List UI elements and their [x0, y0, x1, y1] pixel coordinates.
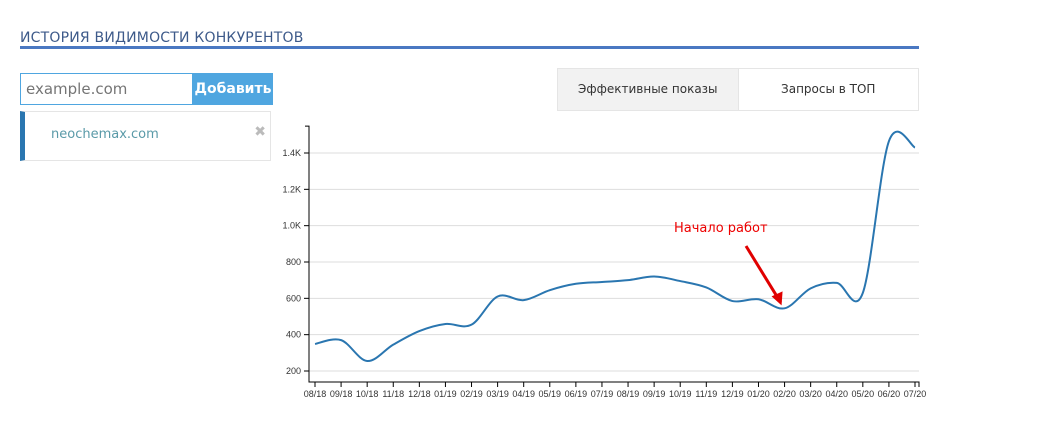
x-tick-label: 07/19 — [591, 389, 614, 399]
y-tick-label: 1.0K — [282, 221, 301, 231]
x-tick-label: 02/19 — [460, 389, 483, 399]
arrowhead-icon — [771, 291, 783, 306]
x-tick-label: 12/18 — [408, 389, 431, 399]
tab-top-queries[interactable]: Запросы в ТОП — [781, 82, 876, 96]
title-divider — [20, 46, 919, 49]
x-tick-label: 03/19 — [486, 389, 509, 399]
y-tick-label: 1.2K — [282, 184, 301, 194]
close-x-icon[interactable]: ✖ — [254, 124, 266, 140]
x-tick-label: 01/19 — [434, 389, 457, 399]
x-tick-label: 05/19 — [539, 389, 562, 399]
series-line — [314, 130, 916, 363]
x-tick-label: 09/18 — [330, 389, 353, 399]
domain-input[interactable] — [20, 73, 193, 105]
x-tick-label: 10/18 — [356, 389, 379, 399]
x-tick-label: 08/18 — [304, 389, 327, 399]
y-tick-label: 800 — [286, 257, 301, 267]
x-tick-label: 06/19 — [565, 389, 588, 399]
x-tick-label: 02/20 — [773, 389, 796, 399]
x-tick-label: 08/19 — [617, 389, 640, 399]
x-tick-label: 04/20 — [825, 389, 848, 399]
axes — [305, 125, 920, 387]
x-tick-label: 03/20 — [799, 389, 822, 399]
annotation-label: Начало работ — [674, 221, 768, 236]
x-tick-label: 07/20 — [904, 389, 927, 399]
metric-tabs: Эффективные показы Запросы в ТОП — [557, 68, 919, 111]
y-tick-label: 600 — [286, 293, 301, 303]
x-tick-label: 09/19 — [643, 389, 666, 399]
tab-effective-impressions[interactable]: Эффективные показы — [558, 69, 739, 110]
annotation-arrow — [744, 245, 782, 304]
x-tick-label: 10/19 — [669, 389, 692, 399]
section-title: ИСТОРИЯ ВИДИМОСТИ КОНКУРЕНТОВ — [20, 30, 304, 46]
x-tick-label: 11/19 — [695, 389, 717, 399]
competitor-domain: neochemax.com — [51, 127, 159, 142]
x-tick-label: 01/20 — [747, 389, 770, 399]
x-tick-label: 12/19 — [721, 389, 744, 399]
y-tick-label: 200 — [286, 366, 301, 376]
competitor-item[interactable]: neochemax.com ✖ — [20, 111, 271, 161]
x-tick-label: 11/18 — [382, 389, 404, 399]
x-tick-label: 04/19 — [512, 389, 535, 399]
x-tick-label: 06/20 — [878, 389, 901, 399]
add-button[interactable]: Добавить — [193, 73, 273, 105]
y-tick-label: 400 — [286, 330, 301, 340]
y-tick-label: 1.4K — [282, 148, 301, 158]
x-tick-label: 05/20 — [852, 389, 875, 399]
